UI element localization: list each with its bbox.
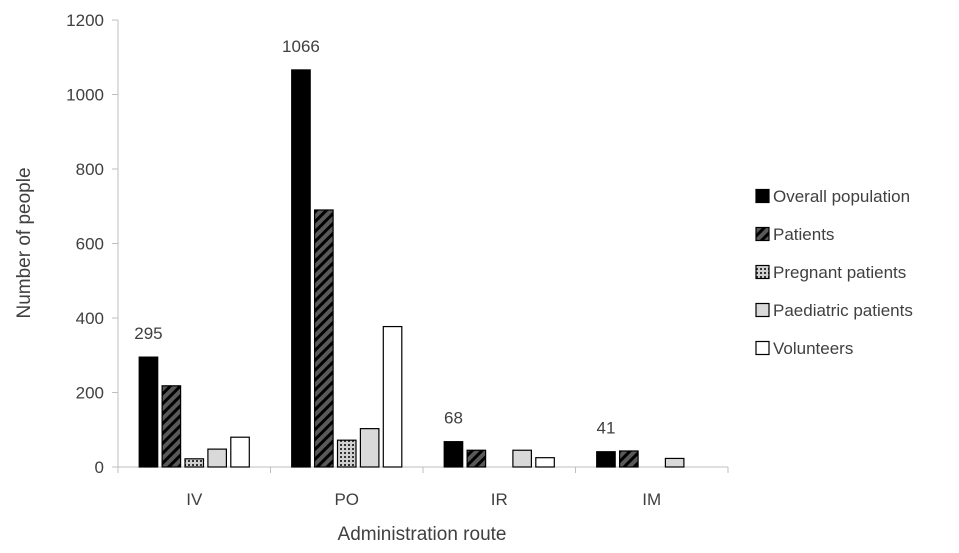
y-tick-label: 200: [76, 384, 104, 403]
y-axis-title: Number of people: [14, 167, 35, 318]
legend-swatch: [755, 302, 770, 318]
bar-volunteers-ir: [535, 457, 555, 468]
bar-patients-po: [314, 209, 334, 468]
y-tick-label: 1200: [66, 11, 104, 30]
x-tick-label: PO: [334, 490, 359, 509]
x-axis: IV PO IR IM: [117, 466, 729, 509]
data-labels: 295 1066 68 41: [134, 37, 615, 438]
bar-overall-population-iv: [138, 356, 159, 468]
bar-paediatric-patients-ir: [512, 449, 533, 468]
bar-overall-population-im: [596, 451, 616, 468]
legend-label: Overall population: [773, 187, 910, 206]
data-label: 295: [134, 324, 162, 343]
legend-swatch: [755, 226, 770, 242]
bars: [138, 69, 685, 468]
bar-patients-iv: [161, 385, 182, 468]
y-axis: 0 200 400 600 800 1000 1200: [66, 11, 119, 477]
y-tick-label: 1000: [66, 86, 104, 105]
bar-patients-ir: [466, 449, 487, 468]
x-axis-title: Administration route: [338, 524, 507, 545]
y-tick-label: 600: [76, 235, 104, 254]
x-tick-label: IV: [186, 490, 203, 509]
data-label: 1066: [282, 37, 320, 56]
legend-label: Pregnant patients: [773, 263, 906, 282]
y-tick-label: 0: [95, 458, 104, 477]
data-label: 68: [444, 409, 463, 428]
legend-swatch: [755, 188, 770, 204]
bar-paediatric-patients-po: [359, 428, 380, 468]
bar-paediatric-patients-iv: [207, 448, 227, 468]
x-tick-label: IM: [642, 490, 661, 509]
bar-volunteers-po: [382, 325, 403, 468]
legend-swatch: [755, 264, 770, 280]
bar-pregnant-patients-po: [336, 439, 357, 468]
legend-label: Patients: [773, 225, 834, 244]
y-tick-label: 400: [76, 309, 104, 328]
bar-patients-im: [618, 450, 639, 468]
bar-volunteers-iv: [230, 436, 250, 468]
bar-overall-population-po: [291, 69, 311, 468]
legend-swatch: [755, 340, 770, 356]
data-label: 41: [596, 419, 615, 438]
x-tick-label: IR: [491, 490, 508, 509]
bar-pregnant-patients-iv: [184, 458, 205, 468]
y-tick-label: 800: [76, 160, 104, 179]
bar-paediatric-patients-im: [664, 457, 685, 468]
bar-overall-population-ir: [443, 441, 464, 468]
legend: Overall population Patients Pregnant patie…: [755, 187, 913, 358]
legend-label: Volunteers: [773, 339, 853, 358]
legend-label: Paediatric patients: [773, 301, 913, 320]
